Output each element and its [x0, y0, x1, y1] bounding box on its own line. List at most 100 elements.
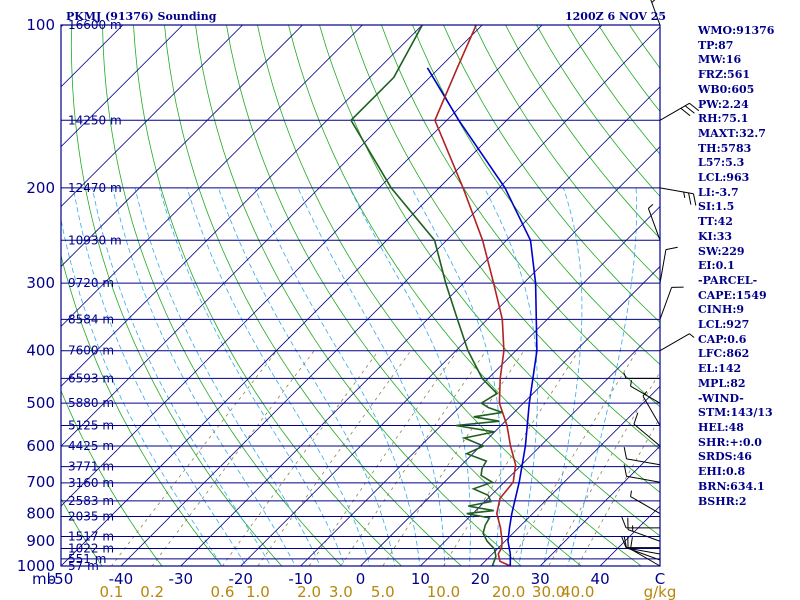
isotherm: [419, 325, 660, 566]
temperature-label: 0: [356, 570, 366, 588]
moist-adiabat: [542, 187, 583, 566]
wind-barb-staff: [647, 208, 661, 241]
dry-adiabat: [61, 389, 163, 566]
wind-barb: [642, 391, 661, 426]
wind-barb-feather: [623, 464, 628, 477]
index-entry: -PARCEL-: [698, 273, 758, 287]
temperature-label: 40: [591, 570, 610, 588]
mixing-ratio-label: 3.0: [329, 583, 353, 600]
mixing-ratio-label: 30.0: [532, 583, 565, 600]
temperature-label: -10: [288, 570, 313, 588]
mixing-ratio-line: [151, 350, 315, 566]
wind-barb: [627, 536, 661, 561]
height-label: 14250 m: [68, 113, 122, 127]
index-entry: EL:142: [698, 362, 742, 376]
mixing-ratio-line: [340, 350, 487, 566]
wind-barb-staff: [630, 385, 661, 404]
dry-adiabat: [195, 25, 522, 566]
pressure-label: 300: [26, 274, 55, 292]
index-entry: MW:16: [698, 53, 742, 67]
index-entry: MAXT:32.7: [698, 126, 766, 140]
wind-barb-feather: [689, 102, 700, 112]
moist-adiabat: [567, 187, 637, 566]
wind-barb: [623, 536, 661, 555]
isotherm: [300, 206, 660, 566]
temperature-label: -30: [169, 570, 194, 588]
wind-barb-staff: [659, 287, 673, 320]
height-label: 2583 m: [68, 494, 114, 508]
height-label: 6593 m: [68, 371, 114, 385]
temperature-label: -40: [109, 570, 134, 588]
wind-barb-feather: [683, 191, 686, 199]
index-entry: KI:33: [698, 229, 733, 243]
isotherm: [120, 26, 660, 566]
index-entry: WB0:605: [698, 82, 755, 96]
height-label: 1022 m: [68, 541, 114, 555]
wind-barb-staff: [659, 249, 667, 284]
wind-barb-staff: [627, 547, 661, 561]
wind-barb-feather: [689, 333, 695, 338]
plot-frame: [60, 24, 661, 567]
index-entry: LCL:927: [698, 318, 750, 332]
isotherm: [479, 385, 660, 566]
index-entry: BSHR:2: [698, 494, 747, 508]
wind-barb-staff: [659, 102, 690, 121]
pressure-label: 800: [26, 505, 55, 523]
wind-barb-staff: [650, 0, 661, 26]
wind-barb-staff: [630, 496, 661, 515]
index-entry: CINH:9: [698, 303, 745, 317]
index-entry: LFC:862: [698, 347, 750, 361]
index-entry: -WIND-: [698, 391, 744, 405]
pressure-label: 900: [26, 532, 55, 550]
mixing-ratio-label: 10.0: [427, 583, 460, 600]
wind-barb-feather: [692, 193, 697, 206]
wind-barb-feather: [665, 246, 678, 251]
sounding-timestamp: 1200Z 6 NOV 25: [565, 10, 667, 23]
wind-barb: [623, 447, 661, 466]
index-entry: SI:1.5: [698, 200, 735, 214]
index-entry: SRDS:46: [698, 450, 752, 464]
moist-adiabat: [73, 187, 247, 566]
dry-adiabat: [288, 25, 660, 537]
index-entry: RH:75.1: [698, 112, 749, 126]
dry-adiabat: [794, 0, 800, 577]
temperature-profile: [434, 25, 517, 566]
index-entry: PW:2.24: [698, 97, 749, 111]
height-label: 7600 m: [68, 344, 114, 358]
pressure-unit-label: mb: [32, 570, 56, 588]
dewpoint-profile: [349, 25, 503, 566]
isobars: [61, 24, 660, 567]
pressure-label: 500: [26, 394, 55, 412]
isotherm: [61, 25, 304, 268]
index-entry: L57:5.3: [698, 156, 745, 170]
height-label: 551 m: [68, 552, 106, 566]
index-entry: EHI:0.8: [698, 465, 746, 479]
moist-adiabat: [218, 187, 396, 566]
wind-barb-feather: [642, 391, 648, 397]
mixing-ratio-label: 0.1: [100, 583, 124, 600]
moist-adiabat: [254, 187, 421, 566]
index-entry: BRN:634.1: [698, 479, 765, 493]
wind-barb-feather: [633, 412, 639, 425]
wind-barb-feather: [623, 536, 628, 549]
mixing-ratio-line: [508, 350, 638, 566]
mixing-ratio-line: [308, 350, 458, 566]
temperature-axis-labels: -50 -40 -30 -20 -10 0 10 20 30 40 C: [49, 570, 665, 588]
pressure-label: 700: [26, 473, 55, 491]
wind-barb-feather: [688, 192, 692, 205]
isotherm: [61, 25, 184, 148]
mixing-ratio-label: 1.0: [246, 583, 270, 600]
wind-barb: [621, 516, 660, 529]
wind-barb: [630, 537, 661, 567]
index-entry: LI:-3.7: [698, 185, 739, 199]
stability-indices-list: WMO:91376 TP:87 MW:16 FRZ:561 WB0:605 PW:2.24…: [698, 24, 774, 509]
height-label: 12470 m: [68, 181, 122, 195]
mixing-ratio-line: [443, 350, 580, 566]
dry-adiabat: [164, 25, 463, 566]
moist-adiabat: [61, 217, 223, 566]
mixing-ratio-line: [222, 350, 379, 566]
wind-barb: [659, 286, 684, 320]
